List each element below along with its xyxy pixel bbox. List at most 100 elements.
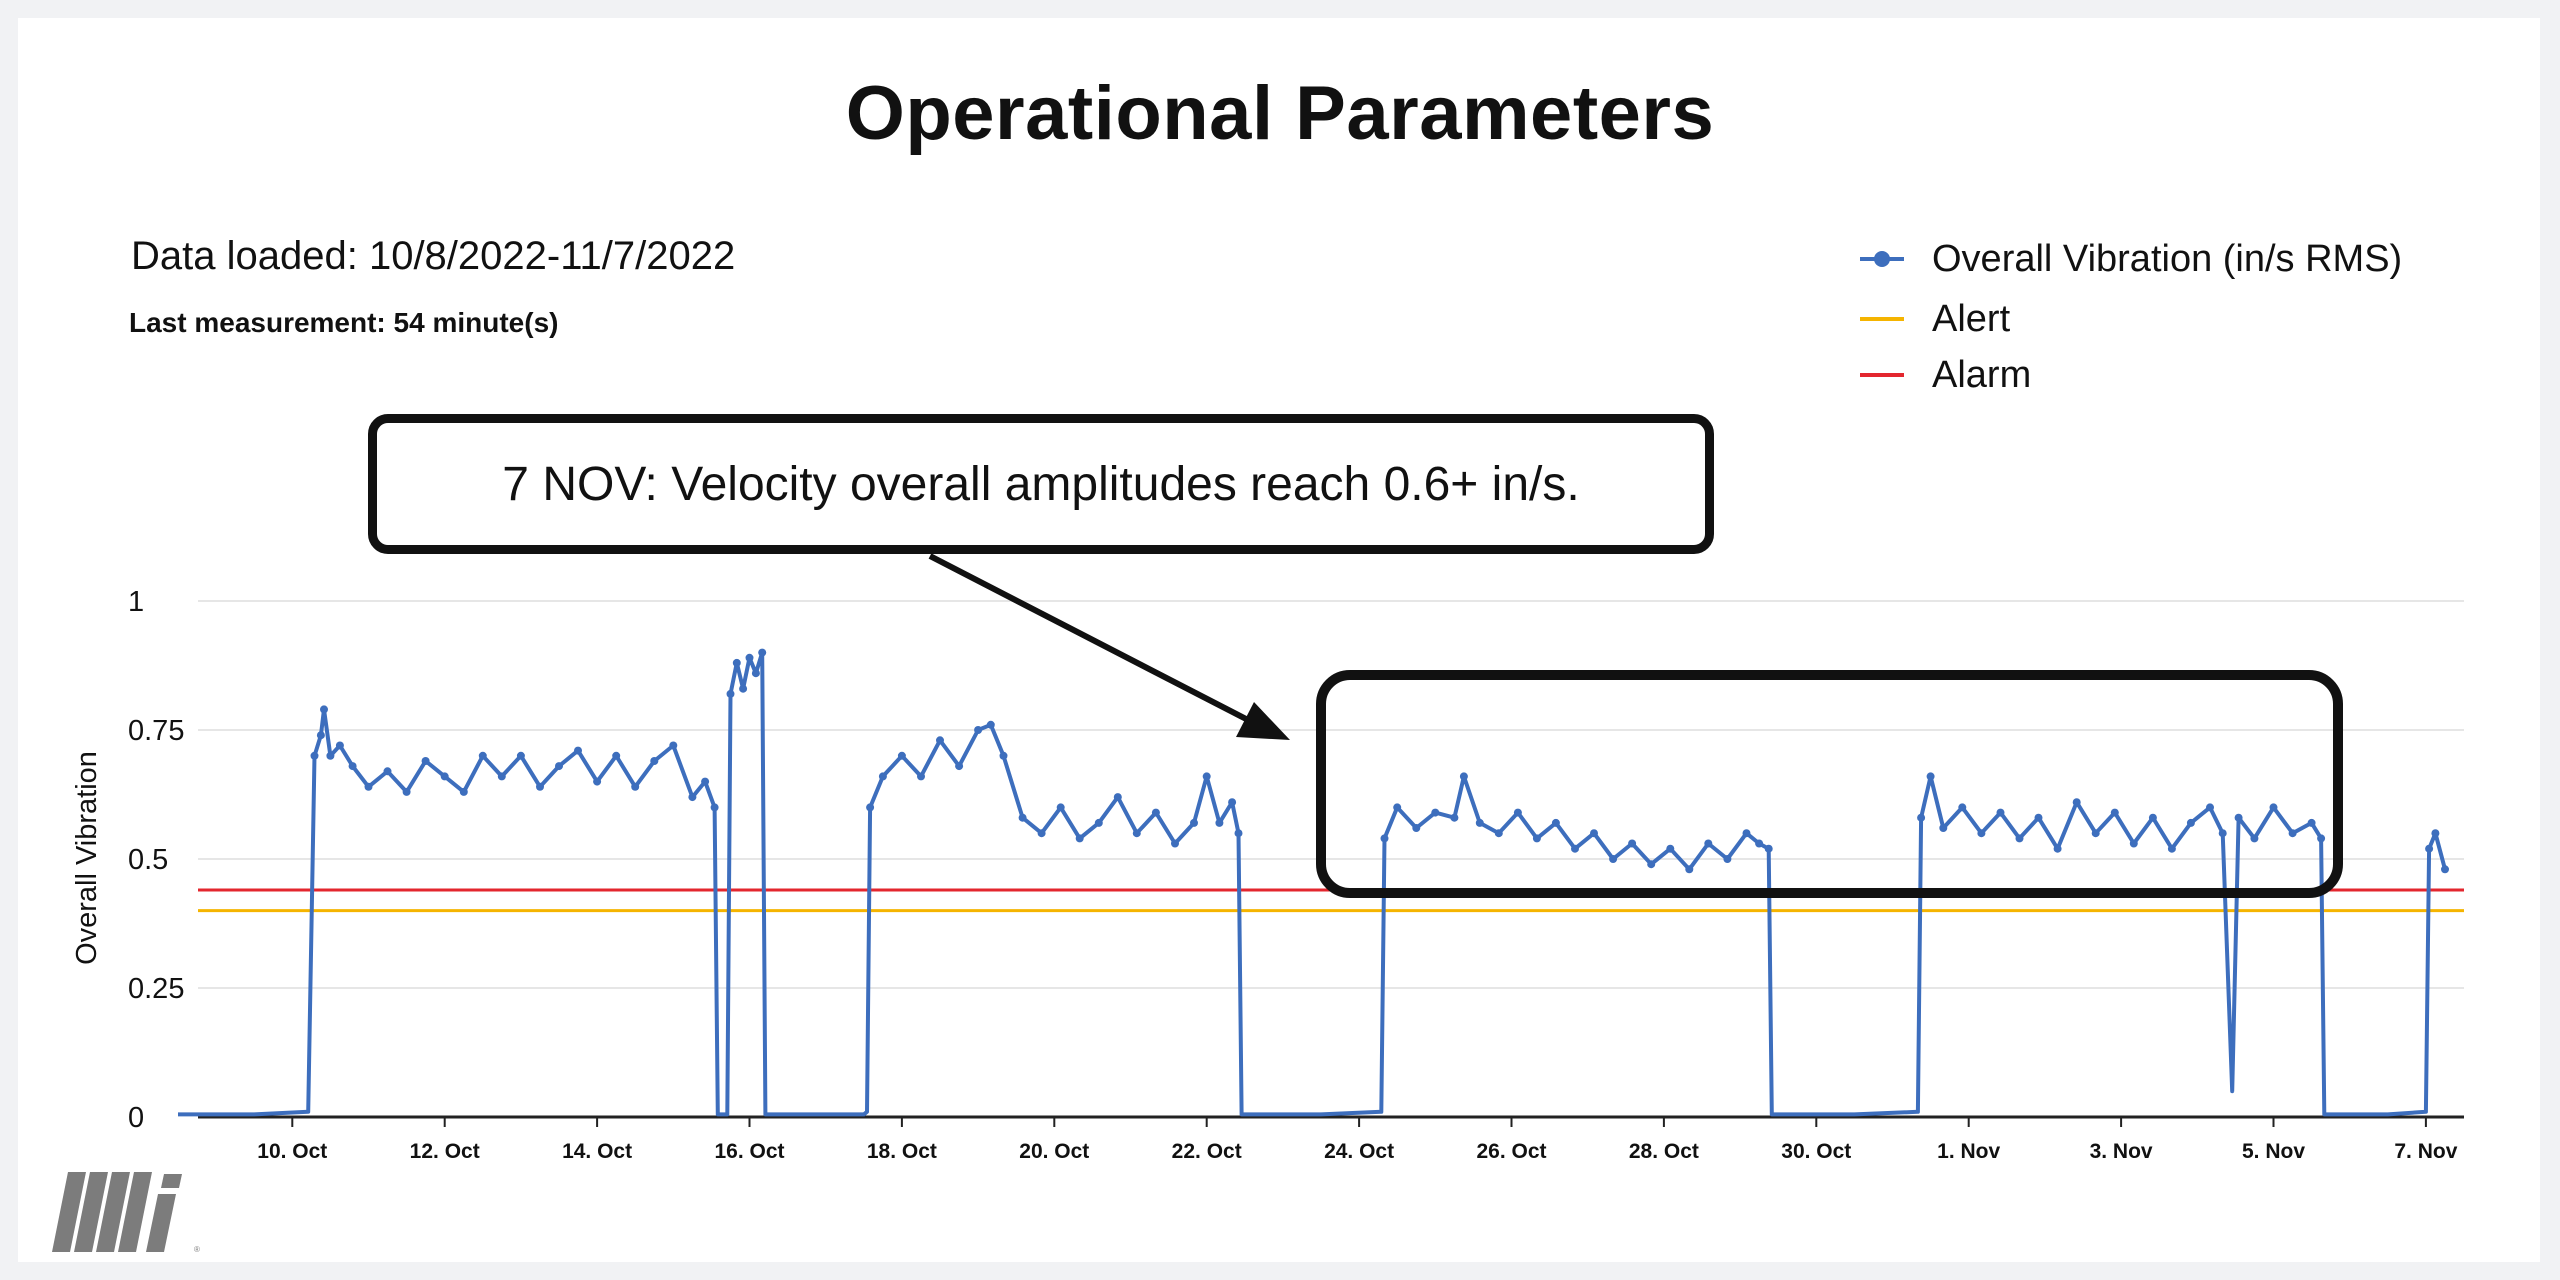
data-point	[1996, 808, 2005, 817]
series-layer	[178, 648, 2449, 1117]
page-title: Operational Parameters	[845, 71, 1715, 156]
x-tick-label: 1. Nov	[1937, 1140, 2000, 1163]
y-tick-label: 0.75	[128, 715, 184, 747]
data-point	[974, 726, 983, 734]
data-point	[897, 751, 906, 760]
data-point	[1056, 803, 1065, 812]
data-point	[2206, 803, 2214, 812]
data-point	[1685, 865, 1694, 874]
x-tick-label: 10. Oct	[257, 1140, 327, 1163]
data-point	[1412, 824, 1421, 832]
x-tick-label: 5. Nov	[2242, 1140, 2305, 1163]
data-point	[745, 653, 754, 662]
data-point	[1571, 844, 1579, 853]
legend-label: Alarm	[1932, 353, 2032, 396]
data-point	[1431, 808, 1440, 817]
data-point	[1393, 803, 1402, 812]
data-point	[516, 751, 525, 760]
data-point	[1704, 839, 1713, 848]
data-point	[2129, 839, 2138, 848]
data-point	[1202, 772, 1211, 781]
data-point	[1475, 818, 1484, 827]
data-point	[497, 772, 506, 781]
data-point	[1609, 855, 1618, 863]
data-point	[1666, 844, 1675, 853]
data-point	[1094, 818, 1103, 827]
legend-item-alarm[interactable]: Alarm	[1860, 350, 2031, 400]
data-point	[421, 757, 430, 765]
x-tick-label: 28. Oct	[1629, 1140, 1699, 1163]
data-point	[310, 751, 319, 760]
data-point	[1132, 829, 1141, 838]
legend-item-overall-vibration[interactable]: Overall Vibration (in/s RMS)	[1860, 234, 2402, 284]
data-point	[1590, 829, 1598, 838]
x-tick-label: 22. Oct	[1172, 1140, 1242, 1163]
data-point	[701, 777, 710, 786]
x-tick-label: 7. Nov	[2394, 1140, 2457, 1163]
data-point	[2234, 813, 2243, 822]
data-point	[536, 782, 544, 791]
data-point	[1958, 803, 1967, 812]
y-axis-label: Overall Vibration	[71, 751, 103, 965]
legend-line-icon	[1860, 299, 1904, 339]
data-point	[1018, 813, 1027, 822]
data-point	[2053, 844, 2062, 853]
legend-line-icon	[1860, 355, 1904, 395]
data-point	[2091, 829, 2100, 838]
data-point	[726, 689, 735, 698]
legend-item-alert[interactable]: Alert	[1860, 294, 2010, 344]
data-point	[1628, 839, 1637, 848]
data-point	[2269, 803, 2278, 812]
y-tick-label: 0.25	[128, 973, 184, 1005]
data-point	[2250, 834, 2259, 843]
data-point	[2317, 834, 2326, 843]
data-point	[758, 648, 767, 657]
data-point	[1151, 808, 1160, 817]
x-tick-label: 24. Oct	[1324, 1140, 1394, 1163]
data-point	[402, 787, 411, 796]
data-point	[1459, 772, 1468, 781]
data-point	[2441, 865, 2449, 874]
data-point	[1764, 844, 1773, 853]
data-point	[2110, 808, 2119, 817]
data-point	[669, 741, 678, 750]
x-tick-label: 20. Oct	[1019, 1140, 1089, 1163]
data-point	[574, 746, 582, 755]
data-point	[2034, 813, 2043, 822]
data-point	[1228, 798, 1237, 807]
data-point	[326, 751, 335, 760]
data-point	[459, 787, 468, 796]
data-point	[936, 736, 944, 745]
data-point	[1171, 839, 1179, 848]
data-point	[1215, 818, 1224, 827]
data-point	[917, 772, 925, 781]
data-point	[1532, 834, 1541, 843]
x-tick-label: 14. Oct	[562, 1140, 632, 1163]
svg-text:®: ®	[194, 1245, 200, 1254]
data-point	[1450, 813, 1459, 822]
legend-line-dot-icon	[1860, 239, 1904, 279]
data-point	[999, 751, 1008, 760]
data-point	[2425, 844, 2434, 853]
data-point	[631, 782, 640, 791]
data-point	[710, 803, 719, 812]
data-point	[650, 757, 659, 765]
data-point	[955, 762, 964, 771]
data-point	[1234, 829, 1243, 838]
x-tick-label: 12. Oct	[410, 1140, 480, 1163]
data-point	[316, 731, 325, 740]
data-point	[2148, 813, 2157, 822]
last-measurement-text: Last measurement: 54 minute(s)	[129, 307, 559, 338]
data-point	[688, 793, 697, 802]
data-point	[1380, 834, 1389, 843]
data-point	[1551, 818, 1560, 827]
data-point	[348, 762, 357, 771]
data-point	[335, 741, 344, 750]
data-point	[751, 669, 760, 678]
data-point	[2072, 798, 2081, 807]
data-point	[1513, 808, 1522, 817]
data-point	[320, 705, 328, 714]
data-point	[2431, 829, 2440, 838]
data-point	[1742, 829, 1751, 838]
